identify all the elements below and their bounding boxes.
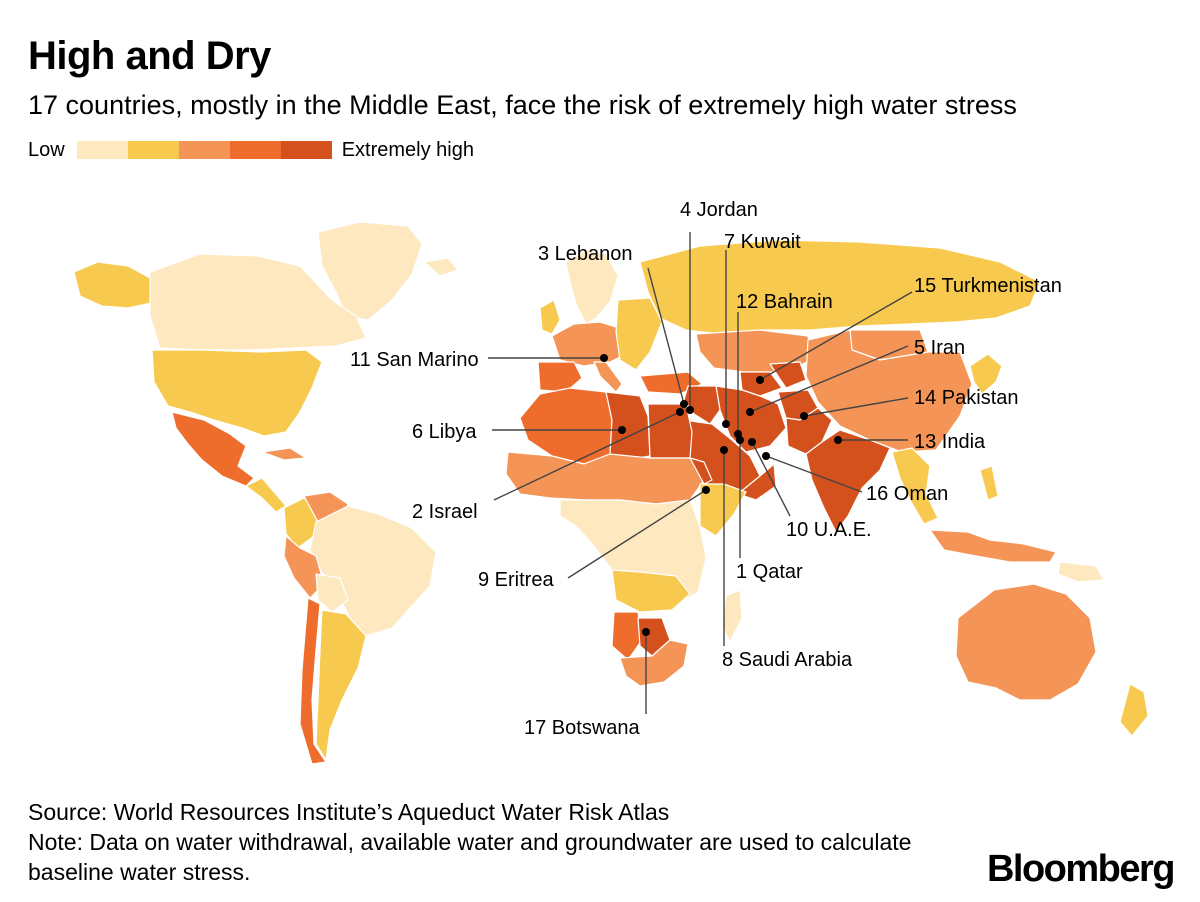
legend-swatch-5	[280, 141, 332, 159]
legend-swatch-1	[76, 141, 128, 159]
korea-japan	[969, 353, 1003, 395]
callout-label-eritrea: 9 Eritrea	[478, 569, 554, 591]
source-note: Source: World Resources Institute’s Aque…	[28, 797, 968, 887]
iceland	[423, 257, 459, 277]
callout-label-turkmenistan: 15 Turkmenistan	[914, 275, 1062, 297]
philippines	[979, 465, 999, 501]
chile	[299, 597, 327, 765]
world-map: 1 Qatar 2 Israel 3 Lebanon 4 Jordan 5 Ir…	[73, 199, 1149, 765]
leader-lebanon	[647, 267, 685, 405]
libya	[605, 391, 651, 461]
callout-label-san-marino: 11 San Marino	[350, 349, 479, 371]
madagascar	[721, 589, 743, 643]
marker-kuwait	[722, 420, 730, 428]
sahel	[505, 451, 705, 505]
legend-swatch-4	[229, 141, 281, 159]
marker-india	[834, 436, 842, 444]
callout-label-uae: 10 U.A.E.	[786, 519, 872, 541]
leader-israel	[493, 411, 681, 501]
usa	[151, 349, 323, 437]
chart-title: High and Dry	[28, 34, 271, 78]
callout-label-libya: 6 Libya	[412, 421, 477, 443]
callout-label-qatar: 1 Qatar	[736, 561, 803, 583]
namibia	[611, 611, 643, 661]
callout-label-israel: 2 Israel	[412, 501, 478, 523]
legend-color-scale	[76, 141, 332, 159]
south-africa	[619, 639, 689, 687]
marker-jordan	[686, 406, 694, 414]
canada	[149, 253, 367, 351]
marker-bahrain	[734, 430, 742, 438]
callout-leaders	[488, 232, 913, 714]
marker-uae	[748, 438, 756, 446]
callout-label-bahrain: 12 Bahrain	[736, 291, 833, 313]
marker-san-marino	[600, 354, 608, 362]
callout-label-saudi-arabia: 8 Saudi Arabia	[722, 649, 853, 671]
united-kingdom	[539, 299, 561, 335]
land-layer	[73, 221, 1149, 765]
indonesia	[929, 529, 1057, 563]
leader-turkmenistan	[759, 291, 913, 381]
callout-label-india: 13 India	[914, 431, 986, 453]
marker-pakistan	[800, 412, 808, 420]
callout-label-oman: 16 Oman	[866, 483, 948, 505]
new-guinea	[1057, 561, 1105, 583]
note-text: Note: Data on water withdrawal, availabl…	[28, 829, 912, 885]
italy	[593, 361, 623, 393]
marker-turkmenistan	[756, 376, 764, 384]
greenland	[317, 221, 423, 321]
bolivia	[315, 573, 349, 613]
marker-lebanon	[680, 400, 688, 408]
leader-oman	[765, 455, 863, 493]
marker-botswana	[642, 628, 650, 636]
legend-swatch-3	[178, 141, 230, 159]
marker-iran	[746, 408, 754, 416]
callout-label-lebanon: 3 Lebanon	[538, 243, 633, 265]
russia	[639, 239, 1041, 335]
legend: Low Extremely high	[28, 138, 474, 162]
source-text: Source: World Resources Institute’s Aque…	[28, 799, 670, 825]
chart-subtitle: 17 countries, mostly in the Middle East,…	[28, 90, 1017, 120]
callout-label-jordan: 4 Jordan	[680, 199, 758, 221]
cuba	[261, 447, 307, 461]
leader-iran	[749, 345, 909, 413]
callout-labels: 1 Qatar 2 Israel 3 Lebanon 4 Jordan 5 Ir…	[350, 199, 1062, 739]
scandinavia	[565, 249, 619, 325]
morocco-algeria	[519, 387, 613, 465]
southeast-asia	[891, 447, 939, 525]
legend-high-label: Extremely high	[341, 138, 474, 161]
leader-eritrea	[567, 489, 707, 579]
callout-label-kuwait: 7 Kuwait	[724, 231, 801, 253]
callout-label-botswana: 17 Botswana	[524, 717, 641, 739]
oman-yemen	[737, 463, 777, 501]
marker-libya	[618, 426, 626, 434]
marker-oman	[762, 452, 770, 460]
iberia	[537, 361, 583, 393]
angola-zambia	[611, 569, 691, 613]
egypt	[647, 403, 693, 459]
callout-markers	[600, 354, 842, 636]
legend-swatch-2	[127, 141, 179, 159]
new-zealand	[1119, 683, 1149, 737]
mexico	[171, 411, 255, 487]
leader-pakistan	[803, 397, 909, 417]
alaska	[73, 261, 157, 309]
china	[805, 329, 973, 453]
callout-label-iran: 5 Iran	[914, 337, 965, 359]
bloomberg-logo: Bloomberg	[986, 848, 1176, 890]
turkmenistan	[739, 371, 783, 397]
argentina	[315, 609, 367, 761]
marker-eritrea	[702, 486, 710, 494]
eritrea	[689, 457, 713, 485]
australia	[955, 583, 1097, 701]
leader-uae	[751, 441, 791, 517]
central-america	[245, 477, 287, 513]
legend-low-label: Low	[28, 138, 65, 161]
callout-label-pakistan: 14 Pakistan	[914, 387, 1019, 409]
marker-israel	[676, 408, 684, 416]
marker-saudi-arabia	[720, 446, 728, 454]
india	[805, 429, 891, 533]
